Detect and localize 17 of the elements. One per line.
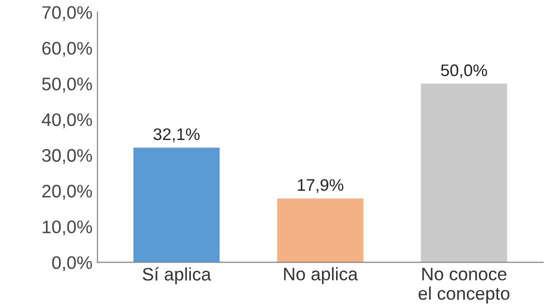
x-tick-label: No conoce el concepto [418,268,510,304]
y-tick-label: 20,0% [42,184,92,200]
x-tick-label: No aplica [284,267,358,284]
y-tick-label: 70,0% [42,6,92,22]
bar [133,148,220,262]
y-tick-label: 60,0% [42,42,92,57]
y-tick-label: 10,0% [42,220,92,236]
data-label: 50,0% [441,64,488,78]
y-tick-label: 40,0% [42,113,92,128]
data-label: 17,9% [298,179,344,193]
bar [277,198,364,262]
y-tick-label: 30,0% [42,149,92,164]
y-tick-label: 0,0% [52,256,92,272]
x-tick-label: Sí aplica [142,267,212,284]
y-tick-label: 50,0% [42,78,92,93]
data-label: 32,1% [154,128,200,142]
bar [420,84,508,262]
